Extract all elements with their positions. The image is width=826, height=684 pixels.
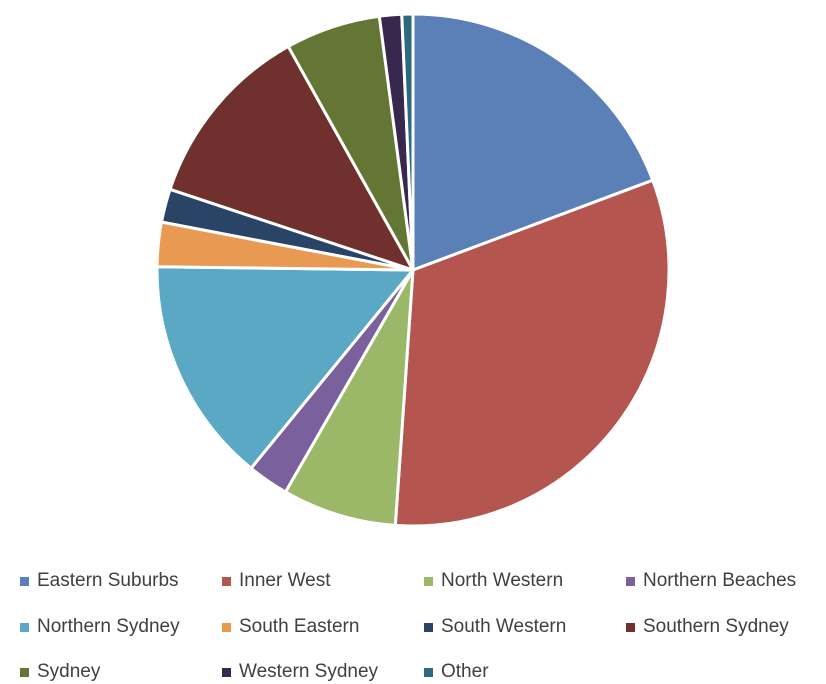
legend-swatch	[424, 622, 433, 632]
legend-item-eastern-suburbs: Eastern Suburbs	[20, 569, 179, 593]
legend-item-sydney: Sydney	[20, 660, 100, 684]
legend-swatch	[424, 576, 433, 586]
legend-label: South Eastern	[239, 616, 360, 637]
legend-label: Inner West	[239, 570, 331, 591]
pie-slice-southern-sydney	[168, 44, 415, 272]
legend-item-south-western: South Western	[424, 615, 566, 639]
legend-item-south-eastern: South Eastern	[222, 615, 359, 639]
pie-slice-eastern-suburbs	[411, 12, 655, 272]
legend-swatch	[20, 622, 29, 632]
legend-swatch	[222, 622, 231, 632]
legend-item-northern-beaches: Northern Beaches	[626, 569, 796, 593]
legend-label: South Western	[441, 616, 567, 637]
legend-label: Southern Sydney	[643, 616, 789, 637]
pie-slice-northern-sydney	[155, 265, 415, 470]
legend-item-north-western: North Western	[424, 569, 563, 593]
legend-label: Sydney	[37, 661, 101, 682]
legend-swatch	[424, 667, 433, 677]
legend-label: Northern Beaches	[643, 570, 797, 591]
legend-swatch	[20, 667, 29, 677]
legend-swatch	[626, 622, 635, 632]
legend-label: Eastern Suburbs	[37, 570, 179, 591]
pie-slices	[155, 12, 671, 528]
legend-swatch	[222, 667, 231, 677]
legend-swatch	[626, 576, 635, 586]
pie-slice-other	[400, 12, 415, 272]
legend-label: Northern Sydney	[37, 616, 180, 637]
legend-item-northern-sydney: Northern Sydney	[20, 615, 180, 639]
legend-swatch	[20, 576, 29, 586]
legend-label: North Western	[441, 570, 564, 591]
pie-slice-north-western	[283, 268, 415, 527]
pie-slice-inner-west	[393, 178, 671, 528]
legend-label: Other	[441, 661, 489, 682]
legend-item-western-sydney: Western Sydney	[222, 660, 378, 684]
legend-label: Western Sydney	[239, 661, 379, 682]
legend-item-inner-west: Inner West	[222, 569, 331, 593]
legend-item-other: Other	[424, 660, 489, 684]
legend-item-southern-sydney: Southern Sydney	[626, 615, 789, 639]
legend-swatch	[222, 576, 231, 586]
